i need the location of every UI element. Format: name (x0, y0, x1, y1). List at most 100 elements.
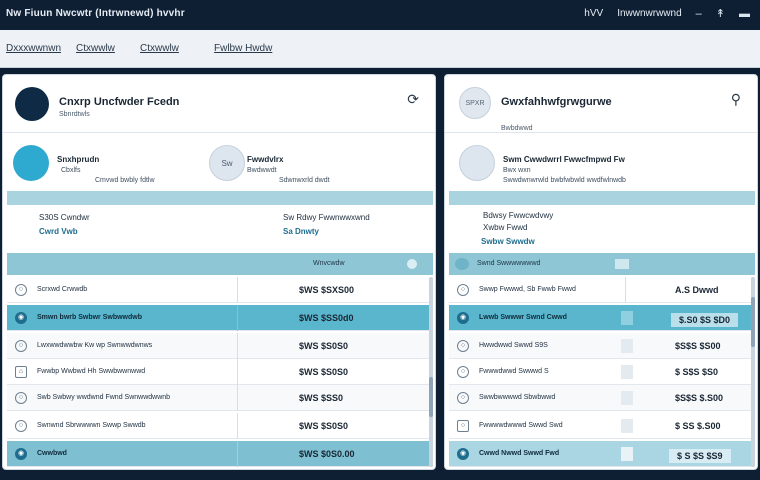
row-amount: $S$S $.S00 (675, 393, 724, 403)
row-status-icon: ◉ (457, 312, 469, 324)
row-name: Hwwdwwd Swwd S9S (479, 342, 548, 349)
row-name: Swb Swbwy wwdwnd Fwnd Swnwwdwwnb (37, 394, 171, 401)
row-divider (237, 359, 238, 385)
row-name: Fwwbp Wwbwd Hh Swwbwwnwwd (37, 368, 146, 375)
row-amount: $WS $S0S0 (299, 367, 349, 377)
row-divider (237, 277, 238, 303)
row-name: Swwp Fwwwd, Sb Fwwb Fwwd (479, 286, 576, 293)
left-scrollbar[interactable] (429, 277, 433, 467)
table-row[interactable]: ⌂ Fwwbp Wwbwd Hh Swwbwwnwwd $WS $S0S0 (7, 359, 433, 385)
right-panel-title: Gwxfahhwfgrwgurwe (501, 96, 612, 108)
pin-icon[interactable]: ↟ (715, 8, 725, 20)
table-row-total[interactable]: ◉ Cwwbwd $WS $0S0.00 (7, 441, 433, 467)
row-status-icon: ○ (15, 284, 27, 296)
left-panel-subtitle: Sbnrdtwls (59, 111, 90, 118)
titlebar-controls: hVV Inwwnwrwwnd – ↟ ▬ (584, 7, 750, 21)
row-amount: $WS $SS0 (299, 393, 344, 403)
minimize-icon[interactable]: – (695, 7, 702, 20)
row-amount: $S$S $S00 (675, 341, 721, 351)
customer-avatar (459, 145, 495, 181)
row-amount: $WS $S0S0 (299, 341, 349, 351)
table-row[interactable]: ○ Fwwwwdwwwd Swwd Swd $ SS $.S00 (449, 413, 755, 439)
row-name: Fwwwwdwwwd Swwd Swd (479, 422, 563, 429)
refresh-icon[interactable]: ⟳ (407, 91, 419, 107)
row-status-icon: ○ (15, 340, 27, 352)
window-titlebar: Nw Fiuun Nwcwtr (Intrwnewd) hvvhr hVV In… (0, 0, 760, 30)
row-amount: $WS $0S0.00 (299, 449, 355, 459)
search-icon[interactable]: ⚲ (730, 91, 741, 107)
customer-avatar-a (13, 145, 49, 181)
row-amount: $WS $SXS00 (299, 285, 355, 295)
table-row[interactable]: ○ Fwwwdwwd Swwwd S $ S$S $S0 (449, 359, 755, 385)
row-name: Lwxwwdwwbw Kw wp Swnwwdwnws (37, 342, 153, 349)
table-row[interactable]: ○ Hwwdwwd Swwd S9S $S$S $S00 (449, 333, 755, 359)
table-row-total[interactable]: ◉ Cwwd Nwwd Swwd Fwd $ S $S $S9 (449, 441, 755, 467)
customer-avatar-b: Sw (209, 145, 245, 181)
table-row[interactable]: ○ Swwp Fwwwd, Sb Fwwb Fwwd A.S Dwwd (449, 277, 755, 303)
row-divider (237, 441, 238, 467)
menu-item-2[interactable]: Ctxwwlw (76, 43, 115, 54)
row-amount: $ SS $.S00 (675, 421, 721, 431)
close-icon[interactable]: ▬ (739, 7, 750, 20)
row-divider (237, 333, 238, 359)
left-panel-title: Cnxrp Uncfwder Fcedn (59, 96, 180, 108)
menu-item-4[interactable]: Fwlbw Hwdw (214, 43, 273, 54)
table-row-selected[interactable]: ◉ Smwn bwrb Swbwr Swbwwdwb $WS $SS0d0 (7, 305, 433, 331)
right-scrollbar[interactable] (751, 277, 755, 467)
scrollbar-thumb[interactable] (429, 377, 433, 417)
menu-item-1[interactable]: Dxxxwwnwn (6, 43, 62, 54)
summary-value-1: Xwbw Fwwd (483, 223, 528, 232)
row-marker (621, 391, 633, 405)
row-status-icon: ◉ (15, 448, 27, 460)
summary-value-2: Sa Dnwty (283, 227, 320, 236)
row-name: Smwn bwrb Swbwr Swbwwdwb (37, 314, 143, 321)
table-row[interactable]: ○ Swwbwwwwd Sbwbwwd $S$S $.S00 (449, 385, 755, 411)
row-name: Scrxwd Crwwdb (37, 286, 88, 293)
right-panel-subtitle: Bwbdwwd (501, 125, 533, 132)
row-divider (237, 385, 238, 411)
table-row[interactable]: ○ Swnwnd Sbrwwwwn Swwp Swwdb $WS $S0S0 (7, 413, 433, 439)
right-panel: SPXR Gwxfahhwfgrwgurwe Bwbdwwd ⚲ Swm Cww… (444, 74, 758, 470)
titlebar-text-a: hVV (584, 8, 604, 19)
row-name: Swwbwwwwd Sbwbwwd (479, 394, 556, 401)
row-marker (621, 447, 633, 461)
row-status-icon: ◉ (15, 312, 27, 324)
left-panel: Cnxrp Uncfwder Fcedn Sbnrdtwls ⟳ Snxhpru… (2, 74, 436, 470)
customer-detail: Swwdwnwrwld bwbfwbwld wwdfwlnwdb (503, 177, 626, 184)
customer-a-name: Snxhprudn (57, 155, 100, 164)
select-all-icon[interactable] (455, 258, 469, 270)
avatar (15, 87, 49, 121)
summary-label-1: Bdwsy Fwwcwdvwy (483, 211, 554, 220)
row-amount: $.S0 $S $D0 (671, 313, 739, 327)
row-status-icon: ⌂ (15, 366, 27, 378)
column-header-1[interactable]: Swnd Swwwwwwwd (477, 260, 541, 267)
column-settings-icon[interactable] (407, 259, 417, 269)
scrollbar-thumb[interactable] (751, 297, 755, 347)
customer-a-meta: Cbxlfs (61, 167, 81, 174)
customer-b-name: Fwwdvlrx (247, 155, 284, 164)
row-amount: $ S$S $S0 (675, 367, 719, 377)
column-header-2[interactable]: Wnvcwdw (313, 260, 345, 267)
app-title: Nw Fiuun Nwcwtr (Intrwnewd) hvvhr (6, 8, 185, 19)
table-header: Swnd Swwwwwwwd (449, 253, 755, 275)
table-header: Wnvcwdw (7, 253, 433, 275)
row-status-icon: ○ (457, 366, 469, 378)
row-status-icon: ○ (15, 420, 27, 432)
customer-name: Swm Cwwdwrrl Fwwcfmpwd Fw (503, 155, 625, 164)
summary-value-1: Cwrd Vwb (39, 227, 78, 236)
row-name: Swnwnd Sbrwwwwn Swwp Swwdb (37, 422, 146, 429)
row-status-icon: ○ (457, 284, 469, 296)
table-row[interactable]: ○ Lwxwwdwwbw Kw wp Swnwwdwnws $WS $S0S0 (7, 333, 433, 359)
table-row[interactable]: ○ Swb Swbwy wwdwnd Fwnd Swnwwdwwnb $WS $… (7, 385, 433, 411)
customer-b-meta: Bwdwwdt (247, 167, 277, 174)
table-row-selected[interactable]: ◉ Lwwb Swwwr Swnd Cwwd $.S0 $S $D0 (449, 305, 755, 331)
menu-item-3[interactable]: Ctxwwlw (140, 43, 179, 54)
row-status-icon: ○ (457, 420, 469, 432)
avatar: SPXR (459, 87, 491, 119)
row-name: Cwwd Nwwd Swwd Fwd (479, 450, 560, 457)
table-row[interactable]: ○ Scrxwd Crwwdb $WS $SXS00 (7, 277, 433, 303)
column-filter-icon[interactable] (615, 259, 629, 269)
row-status-icon: ○ (457, 392, 469, 404)
row-name: Fwwwdwwd Swwwd S (479, 368, 549, 375)
row-divider (625, 277, 626, 303)
